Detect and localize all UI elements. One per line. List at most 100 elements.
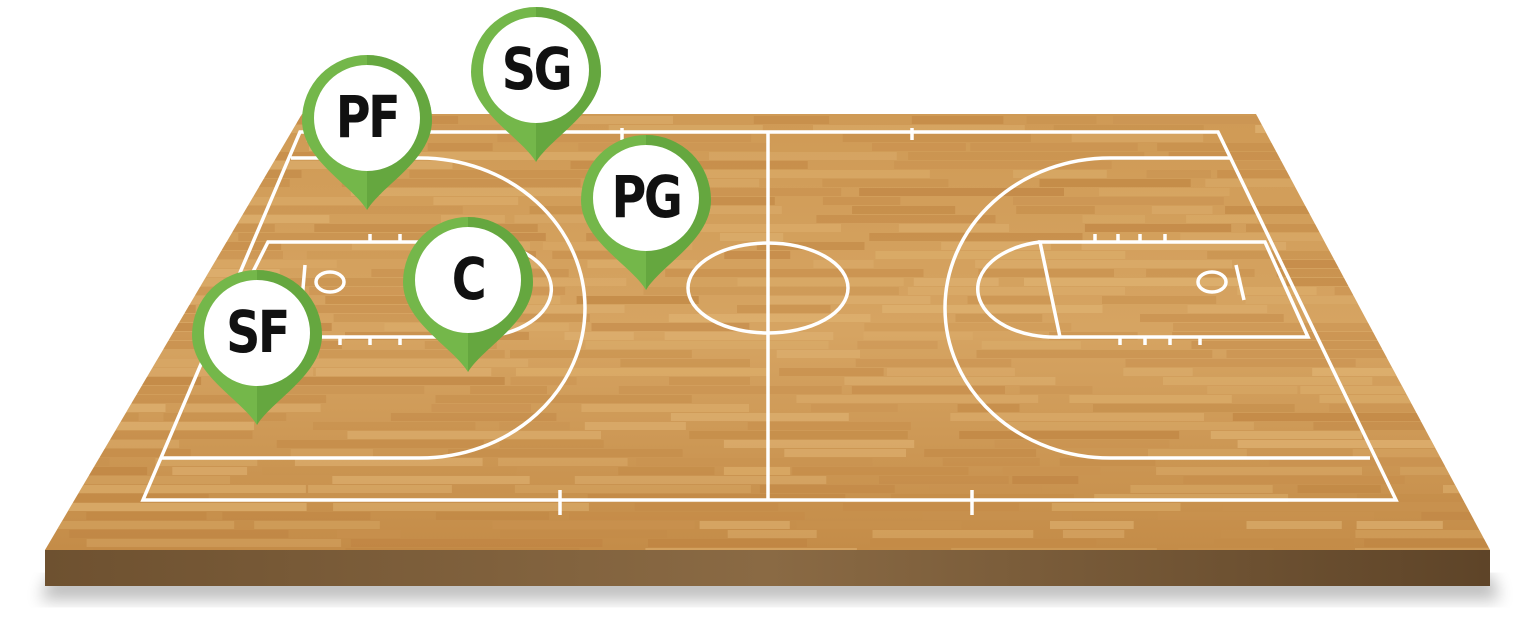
center-circle: [686, 241, 850, 335]
wood-plank: [1269, 458, 1490, 466]
wood-plank: [409, 170, 614, 178]
wood-plank: [1051, 503, 1181, 511]
wood-plank: [1180, 233, 1427, 241]
wood-plank: [1173, 323, 1428, 331]
wood-plank: [574, 476, 827, 484]
wood-plank: [1016, 206, 1095, 214]
wood-plank: [431, 404, 531, 412]
wood-plank: [1297, 485, 1381, 493]
wood-plank: [569, 512, 805, 520]
marker-small-forward[interactable]: SF: [187, 265, 327, 425]
wood-plank: [470, 386, 547, 394]
wood-plank: [908, 152, 1145, 160]
wood-plank: [1237, 440, 1485, 448]
wood-plank: [499, 296, 561, 304]
wood-plank: [564, 332, 634, 340]
wood-plank: [84, 440, 180, 448]
wood-plank: [92, 305, 196, 313]
wood-plank: [1157, 143, 1316, 151]
wood-plank: [1214, 539, 1354, 547]
wood-plank: [886, 368, 1015, 376]
wood-plank: [82, 422, 255, 430]
wood-plank: [670, 413, 849, 421]
wood-plank: [499, 440, 604, 448]
wood-plank: [390, 413, 557, 421]
wood-plank: [1474, 431, 1490, 439]
wood-plank: [497, 134, 752, 142]
wood-plank: [60, 485, 306, 493]
wood-plank: [333, 314, 462, 322]
wood-plank: [172, 467, 248, 475]
wood-plank: [433, 197, 519, 205]
wood-plank: [514, 485, 751, 493]
marker-shooting-guard[interactable]: SG: [466, 2, 606, 162]
wood-plank: [492, 521, 695, 529]
wood-plank: [776, 350, 860, 358]
wood-plank: [77, 152, 155, 160]
wood-plank: [92, 251, 283, 259]
marker-point-guard[interactable]: PG: [576, 130, 716, 290]
wood-plank: [1007, 422, 1254, 430]
wood-plank: [1019, 386, 1093, 394]
wood-plank: [842, 134, 1031, 142]
wood-plank: [852, 206, 956, 214]
wood-plank: [816, 215, 996, 223]
wood-plank: [859, 188, 1064, 196]
wood-plank: [1232, 161, 1420, 169]
marker-center[interactable]: C: [398, 212, 538, 372]
wood-plank: [1113, 116, 1262, 124]
wood-plank: [350, 539, 603, 547]
wood-plank: [1312, 368, 1446, 376]
wood-plank: [1217, 170, 1355, 178]
wood-plank: [350, 188, 601, 196]
wood-plank: [413, 152, 621, 160]
wood-plank: [779, 368, 884, 376]
wood-plank: [65, 161, 150, 169]
wood-plank: [646, 224, 841, 232]
wood-plank: [86, 512, 207, 520]
wood-plank: [155, 458, 258, 466]
wood-plank: [976, 350, 1213, 358]
wood-plank: [747, 422, 911, 430]
left-three-point-line: [162, 156, 587, 460]
wood-plank: [922, 512, 1073, 520]
wood-plank: [1356, 494, 1490, 502]
wood-plank: [1024, 278, 1242, 286]
wood-plank: [83, 404, 166, 412]
wood-plank: [238, 233, 450, 241]
wood-plank: [448, 449, 683, 457]
wood-plank: [1191, 341, 1445, 349]
wood-plank: [1286, 278, 1478, 286]
wood-plank: [941, 242, 1051, 250]
wood-plank: [879, 476, 1009, 484]
wood-plank: [254, 521, 380, 529]
wood-plank: [1430, 161, 1490, 169]
wood-plank: [1275, 260, 1477, 268]
wood-plank: [1163, 377, 1373, 385]
wood-plank: [1483, 332, 1490, 340]
wood-plank: [81, 467, 148, 475]
wood-plank: [1474, 233, 1490, 241]
right-free-throw-circle: [976, 240, 1061, 339]
wood-plank: [1376, 143, 1450, 151]
wood-plank: [1186, 215, 1258, 223]
wood-plank: [1210, 431, 1362, 439]
wood-plank: [427, 143, 493, 151]
wood-plank: [500, 530, 667, 538]
wood-plank: [1053, 125, 1204, 133]
wood-plank: [1099, 188, 1230, 196]
wood-plank: [290, 449, 373, 457]
wood-plank: [950, 413, 1204, 421]
wood-plank: [959, 431, 1180, 439]
map-pin-icon: [403, 217, 533, 372]
wood-plank: [65, 503, 307, 511]
wood-plank: [796, 395, 1039, 403]
wood-plank: [1220, 530, 1350, 538]
wood-plank: [313, 422, 476, 430]
map-pin-icon: [471, 7, 601, 162]
wood-plank: [309, 494, 567, 502]
court-front-edge: [45, 550, 1490, 586]
wood-plank: [1463, 377, 1490, 385]
marker-power-forward[interactable]: PF: [297, 50, 437, 210]
wood-plank: [78, 449, 191, 457]
